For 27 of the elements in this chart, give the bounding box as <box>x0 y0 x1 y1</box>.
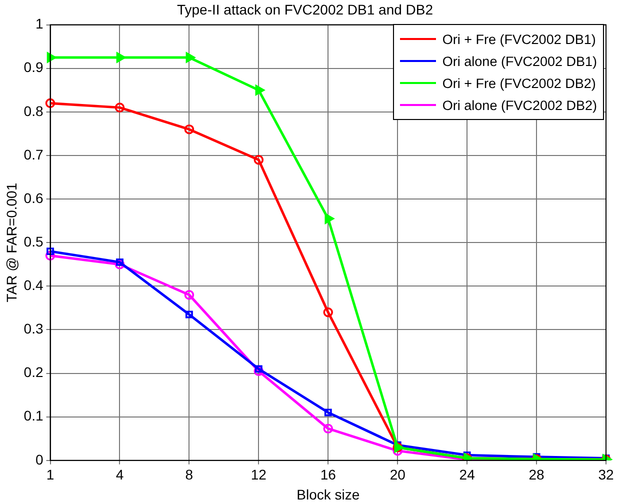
legend-label: Ori alone (FVC2002 DB1) <box>442 54 597 68</box>
x-tick-label: 24 <box>459 466 476 483</box>
y-tick-label: 0.3 <box>24 320 44 337</box>
x-tick-label: 12 <box>250 466 267 483</box>
y-tick-label: 1 <box>35 16 44 32</box>
y-tick-label: 0.8 <box>24 102 44 119</box>
y-axis-title: TAR @ FAR=0.001 <box>3 182 20 302</box>
y-tick-label: 0.5 <box>24 233 44 250</box>
legend-label: Ori + Fre (FVC2002 DB2) <box>442 76 596 90</box>
y-tick-label: 0.1 <box>24 408 44 424</box>
y-tick-label: 0 <box>35 451 44 468</box>
y-tick-label: 0.2 <box>24 364 44 380</box>
legend-label: Ori alone (FVC2002 DB2) <box>442 98 597 112</box>
y-tick-label: 0.9 <box>24 59 44 76</box>
x-tick-label: 28 <box>528 466 545 483</box>
x-tick-label: 1 <box>46 466 54 483</box>
legend-label: Ori + Fre (FVC2002 DB1) <box>442 32 596 46</box>
x-tick-label: 32 <box>598 466 614 483</box>
x-tick-label: 20 <box>390 466 406 483</box>
y-tick-label: 0.4 <box>24 277 44 294</box>
x-tick-label: 16 <box>320 466 336 483</box>
x-tick-label: 4 <box>116 466 124 483</box>
x-axis-title: Block size <box>296 486 360 502</box>
x-tick-label: 8 <box>185 466 194 483</box>
y-tick-label: 0.6 <box>24 190 44 206</box>
y-tick-label: 0.7 <box>24 146 44 162</box>
chart-title: Type-II attack on FVC2002 DB1 and DB2 <box>176 1 434 18</box>
